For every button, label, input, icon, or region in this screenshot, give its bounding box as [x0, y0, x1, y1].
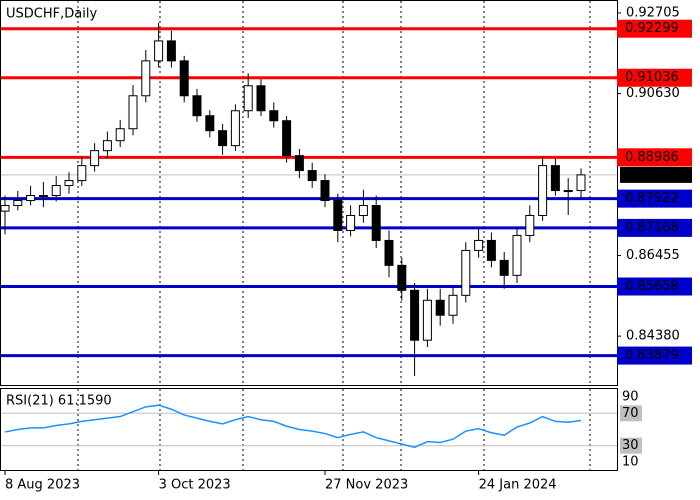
- candle-body: [358, 205, 368, 216]
- x-tick-label: 3 Oct 2023: [159, 478, 231, 493]
- candle-body: [333, 200, 343, 231]
- candle-body: [141, 60, 151, 97]
- candle-body: [461, 249, 471, 296]
- candle-body: [192, 95, 202, 117]
- candle-body: [499, 259, 509, 276]
- candle-body: [90, 150, 100, 167]
- candle-body: [384, 239, 394, 266]
- candle-body: [538, 165, 548, 216]
- candle-body: [525, 214, 535, 236]
- x-tick-label: 24 Jan 2024: [479, 478, 557, 493]
- level-label: 0.85658: [625, 279, 679, 294]
- candle-body: [294, 155, 304, 172]
- candle-body: [474, 239, 484, 251]
- candle-body: [77, 165, 87, 182]
- y-tick-label: 0.84380: [626, 329, 680, 344]
- candle-body: [269, 110, 279, 122]
- candle-body: [51, 185, 61, 197]
- candle-body: [115, 128, 125, 142]
- candle-body: [435, 299, 445, 316]
- candle-body: [307, 170, 317, 182]
- candle-body: [576, 174, 586, 192]
- chart-title: USDCHF,Daily: [6, 7, 97, 22]
- candle-body: [38, 195, 48, 198]
- candle-body: [256, 85, 266, 112]
- candle-body: [218, 130, 228, 147]
- y-tick-label: 0.90630: [626, 86, 680, 101]
- candle-body: [205, 115, 215, 132]
- price-panel-border: [0, 0, 618, 386]
- level-label-box: [617, 218, 692, 237]
- rsi-tick-label: 30: [622, 438, 639, 453]
- candle-body: [410, 289, 420, 341]
- rsi-title: RSI(21) 61.1590: [6, 394, 112, 409]
- candle-body: [346, 214, 356, 231]
- rsi-tick-label: 90: [622, 390, 639, 405]
- level-label-box: [617, 19, 692, 38]
- y-tick-label: 0.86455: [626, 248, 680, 263]
- level-label: 0.88986: [625, 150, 679, 165]
- candle-body: [64, 180, 74, 187]
- candle-body: [320, 180, 330, 202]
- level-label-box: [617, 346, 692, 365]
- candle-body: [166, 40, 176, 62]
- rsi-level-box: [620, 437, 642, 454]
- current-price-box: [620, 166, 692, 183]
- period-separators: [77, 1, 591, 470]
- x-tick-label: 8 Aug 2023: [5, 478, 80, 493]
- rsi-level-box: [620, 405, 642, 422]
- level-label: 0.92299: [625, 21, 679, 36]
- candle-body: [243, 85, 253, 112]
- candle-body: [448, 294, 458, 316]
- candle-body: [230, 110, 240, 147]
- candle-body: [371, 205, 381, 241]
- candle-body: [26, 195, 36, 202]
- level-label: 0.87922: [625, 191, 679, 206]
- level-label: 0.83879: [625, 348, 679, 363]
- candle-body: [550, 165, 560, 192]
- candle-body: [0, 205, 10, 212]
- candle-body: [512, 234, 522, 276]
- candle-body: [282, 120, 292, 157]
- rsi-panel-border: [0, 388, 618, 471]
- candle-body: [102, 140, 112, 152]
- level-label-box: [617, 277, 692, 296]
- level-label-box: [617, 148, 692, 167]
- y-tick-label: 0.92705: [626, 5, 680, 20]
- candle-body: [563, 190, 573, 193]
- x-tick-label: 27 Nov 2023: [325, 478, 408, 493]
- rsi-tick-label: 70: [622, 406, 639, 421]
- candle-body: [397, 264, 407, 291]
- level-label-box: [617, 189, 692, 208]
- candle-body: [422, 299, 432, 341]
- candle-body: [13, 200, 23, 207]
- current-price-label: 0.88534: [625, 167, 679, 182]
- candle-body: [128, 95, 138, 130]
- rsi-line: [4, 404, 582, 449]
- rsi-tick-label: 10: [622, 454, 639, 469]
- level-label: 0.87168: [625, 220, 679, 235]
- level-label: 0.91036: [625, 70, 679, 85]
- candle-body: [154, 40, 164, 62]
- candle-body: [486, 239, 496, 261]
- candle-body: [179, 60, 189, 97]
- level-label-box: [617, 68, 692, 87]
